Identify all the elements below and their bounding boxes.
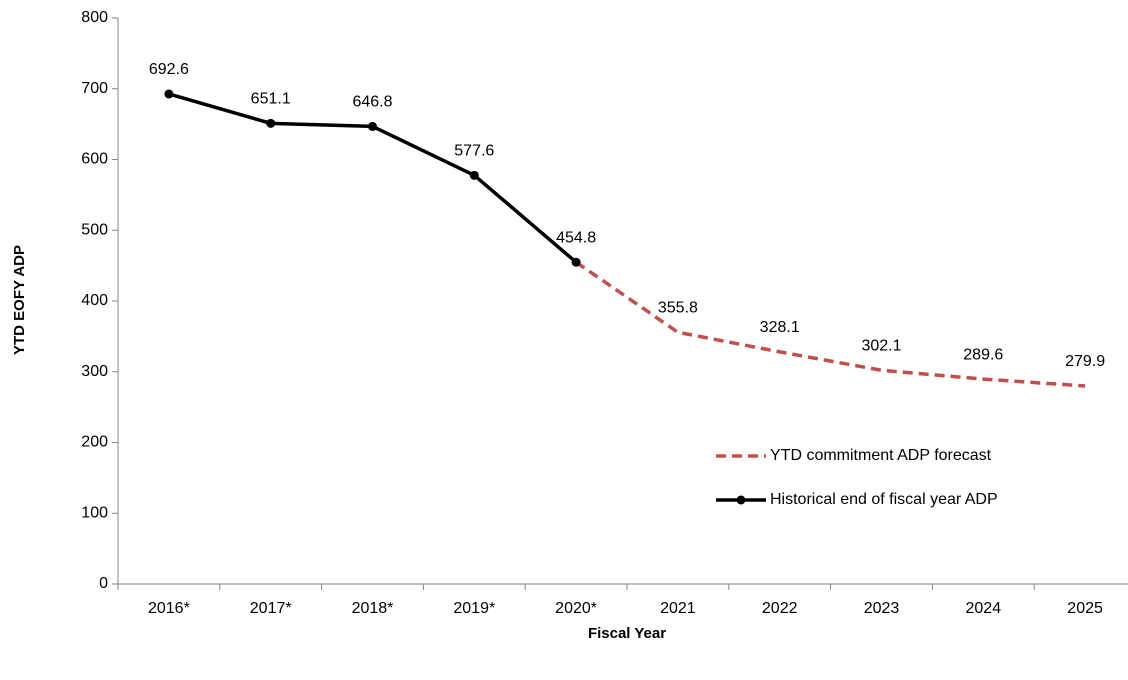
- x-tick-label: 2023: [864, 600, 900, 617]
- x-tick-label: 2024: [966, 600, 1002, 617]
- point: [571, 257, 581, 267]
- data-label: 328.1: [760, 319, 800, 336]
- x-tick-label: 2021: [660, 600, 696, 617]
- y-tick-label: 100: [81, 504, 108, 521]
- y-axis-title: YTD EOFY ADP: [11, 245, 28, 355]
- y-tick-label: 600: [81, 151, 108, 168]
- x-tick-label: 2025: [1067, 600, 1103, 617]
- x-tick-label: 2022: [762, 600, 798, 617]
- x-axis-title: Fiscal Year: [588, 625, 666, 642]
- series-line: [575, 260, 1086, 388]
- data-label: 302.1: [861, 337, 901, 354]
- series-line: [168, 92, 578, 264]
- data-label: 646.8: [352, 94, 392, 111]
- legend-label: YTD commitment ADP forecast: [770, 447, 992, 464]
- data-label: 355.8: [658, 299, 698, 316]
- x-tick-label: 2019*: [453, 600, 495, 617]
- data-label: 651.1: [251, 91, 291, 108]
- point: [469, 170, 479, 180]
- x-tick-label: 2017*: [250, 600, 292, 617]
- y-tick-label: 700: [81, 80, 108, 97]
- x-tick-label: 2018*: [352, 600, 394, 617]
- data-label: 279.9: [1065, 353, 1105, 370]
- data-label: 289.6: [963, 346, 1003, 363]
- point: [266, 118, 276, 128]
- legend-label: Historical end of fiscal year ADP: [770, 491, 998, 508]
- data-label: 454.8: [556, 229, 596, 246]
- y-tick-label: 300: [81, 363, 108, 380]
- data-label: 577.6: [454, 143, 494, 160]
- y-tick-label: 800: [81, 9, 108, 26]
- legend-marker: [736, 495, 746, 505]
- y-tick-label: 200: [81, 434, 108, 451]
- point: [164, 89, 174, 99]
- y-tick-label: 0: [99, 575, 108, 592]
- point: [368, 121, 377, 131]
- y-tick-label: 500: [81, 221, 108, 238]
- x-tick-label: 2020*: [555, 600, 597, 617]
- data-label: 692.6: [149, 61, 189, 78]
- x-tick-label: 2016*: [148, 600, 190, 617]
- y-tick-label: 400: [81, 292, 108, 309]
